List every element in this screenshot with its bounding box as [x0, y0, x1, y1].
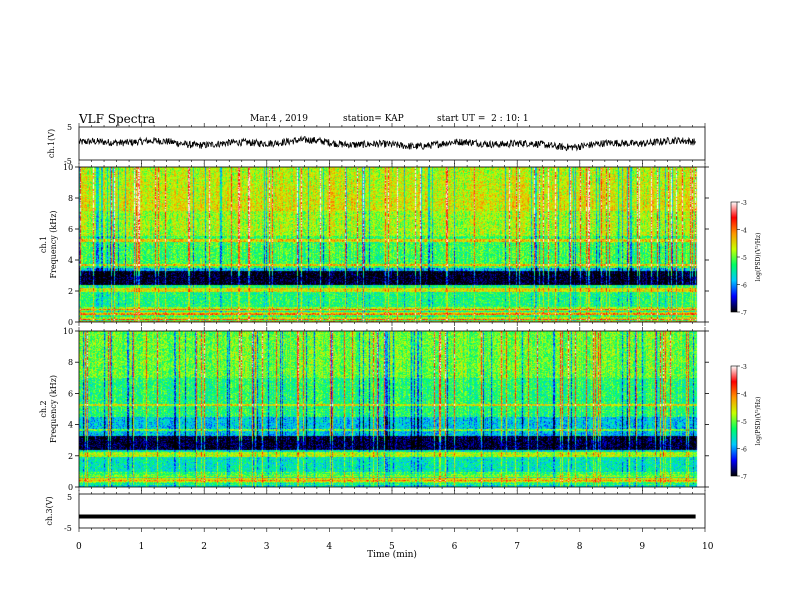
time-tick-label: 8: [577, 542, 583, 552]
time-tick-label: 4: [326, 542, 332, 552]
ch1-spectrogram-colorbar-title: log(PSD)(V²/Hz): [755, 233, 762, 282]
time-tick-label: 5: [389, 542, 395, 552]
time-tick-label: 2: [201, 542, 207, 552]
start-time-label: start UT = 2 : 10: 1: [437, 114, 529, 124]
time-tick-label: 7: [514, 542, 520, 552]
ch1-ytick-top: 5: [67, 123, 72, 132]
ch2-spectrogram-ytick-label: 6: [68, 389, 73, 398]
time-axis: 0 1 2 3 4 5 6 7 8 9 10 Time (min): [76, 123, 714, 560]
ch2-spectrogram-panel: 0 2 4 6 8 10 ch.2 Frequency (kHz) -3 -4 -5 -6 -7 log(…: [39, 327, 762, 492]
ch2-spectrogram-colorbar-label: -3: [741, 364, 747, 371]
station-label: station= KAP: [343, 114, 404, 124]
ch2-spectrogram-ytick-label: 2: [68, 452, 73, 461]
ch3-waveform-frame: [78, 493, 706, 529]
ch1-spectrogram-ytick-label: 2: [68, 287, 73, 296]
ch2-spectrogram-image: [79, 331, 705, 487]
ch2-spectrogram-ytick-label: 0: [68, 483, 73, 492]
ch1-spectrogram-colorbar-label: -7: [741, 310, 747, 317]
ch3-ytick-bottom: -5: [64, 524, 72, 533]
ch1-spectrogram-colorbar-label: -5: [741, 255, 747, 262]
date-label: Mar.4 , 2019: [250, 114, 308, 124]
ch1-spectrogram-colorbar-label: -3: [741, 200, 747, 207]
ch2-spectrogram-colorbar-label: -7: [741, 474, 747, 481]
ch1-spectrogram-ytick-label: 10: [63, 163, 73, 172]
ch1-spectrogram-ytick-label: 8: [68, 194, 73, 203]
ch1-spectrogram-panel: 0 2 4 6 8 10 ch.1 Frequency (kHz) -3 -4 -5 -6 -7 log(…: [39, 163, 762, 327]
ch2-spectrogram-canvas: [79, 331, 705, 487]
ch2-spectrogram-ytick-label: 8: [68, 358, 73, 367]
ch1-ylabel: ch.1(V): [47, 129, 56, 158]
time-tick-label: 9: [639, 542, 645, 552]
time-tick-label: 0: [76, 542, 82, 552]
ch2-spectrogram-ytick-label: 4: [68, 421, 73, 430]
ch3-waveform-panel: 5 -5 ch.3(V): [45, 493, 706, 533]
time-axis-label: Time (min): [367, 549, 417, 560]
ch2-spectrogram-ylabel-frequency: Frequency (kHz): [49, 375, 58, 443]
ch2-spectrogram-ylabel-channel: ch.2: [39, 400, 48, 417]
ch1-spectrogram-ylabel-frequency: Frequency (kHz): [49, 210, 58, 278]
ch1-waveform-panel: 5 -5 ch.1(V): [47, 123, 706, 166]
ch2-spectrogram-colorbar: [730, 365, 738, 477]
ch1-spectrogram-ytick-label: 4: [68, 256, 73, 265]
ch2-spectrogram-colorbar-title: log(PSD)(V²/Hz): [755, 397, 762, 446]
ch1-spectrogram-canvas: [79, 167, 705, 322]
ch1-waveform-line: [78, 135, 696, 152]
time-tick-label: 10: [702, 542, 714, 552]
time-tick-label: 3: [264, 542, 270, 552]
ch2-spectrogram-colorbar-label: -4: [741, 392, 747, 399]
ch2-spectrogram-colorbar-label: -6: [741, 447, 747, 454]
ch3-ylabel: ch.3(V): [45, 496, 54, 525]
ch1-spectrogram-ytick-label: 6: [68, 225, 73, 234]
ch2-spectrogram-colorbar-label: -5: [741, 419, 747, 426]
ch1-spectrogram-ytick-label: 0: [68, 318, 73, 327]
ch1-ytick-bottom: -5: [64, 157, 72, 166]
ch1-spectrogram-colorbar: [730, 201, 738, 313]
ch1-spectrogram-colorbar-label: -6: [741, 283, 747, 290]
ch1-spectrogram-image: [79, 167, 705, 322]
time-tick-label: 6: [452, 542, 458, 552]
ch3-ytick-top: 5: [67, 493, 72, 502]
ch1-spectrogram-colorbar-label: -4: [741, 228, 747, 235]
chart-title: VLF Spectra: [79, 112, 156, 126]
time-tick-label: 1: [139, 542, 145, 552]
ch1-spectrogram-ylabel-channel: ch.1: [39, 236, 48, 253]
ch2-spectrogram-ytick-label: 10: [63, 327, 73, 336]
